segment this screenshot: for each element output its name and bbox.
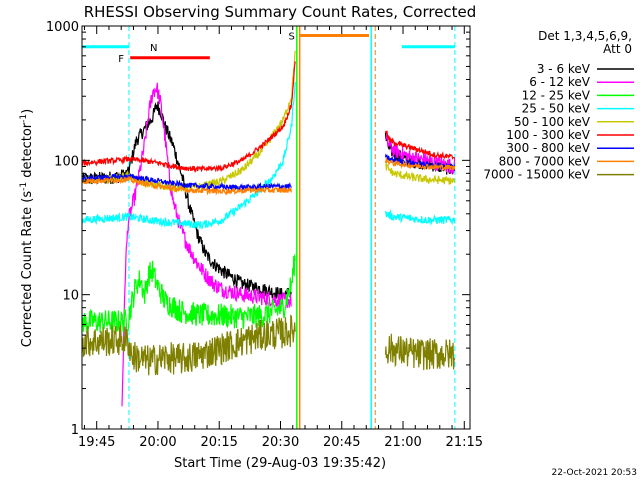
series-line-8 [82, 314, 296, 376]
y-tick-label: 100 [54, 154, 79, 169]
series-lines [82, 50, 456, 407]
x-tick-label: 21:00 [384, 435, 421, 450]
series-line-4 [385, 162, 456, 185]
attenuator-flags: N F S [82, 31, 455, 65]
flag-label-n: N [150, 43, 157, 54]
date-stamp: 22-Oct-2021 20:53 [552, 468, 637, 478]
plot-frame [81, 25, 471, 430]
series-line-7 [82, 175, 292, 196]
legend-entry-label: 3 - 6 keV [537, 62, 591, 76]
series-line-5 [384, 130, 456, 160]
legend-entry-label: 7000 - 15000 keV [483, 168, 590, 182]
series-line-3 [384, 209, 456, 226]
legend-entry-label: 25 - 50 keV [522, 102, 591, 116]
x-tick-label: 20:30 [262, 435, 299, 450]
x-tick-label: 20:15 [200, 435, 237, 450]
x-tick-label: 19:45 [78, 435, 115, 450]
x-tick-label: 20:00 [139, 435, 176, 450]
x-tick-label: 20:45 [323, 435, 360, 450]
legend-entry-label: 300 - 800 keV [506, 141, 590, 155]
legend-entry-label: 800 - 7000 keV [499, 154, 591, 168]
chart-title: RHESSI Observing Summary Count Rates, Co… [84, 3, 477, 21]
y-tick-label: 10 [62, 289, 79, 304]
series-line-1 [121, 82, 292, 407]
series-line-7 [384, 158, 456, 171]
x-axis-ticks: 19:45 20:00 20:15 20:30 20:45 21:00 21:15 [78, 26, 483, 450]
x-axis-label: Start Time (29-Aug-03 19:35:42) [174, 456, 386, 471]
series-line-5 [82, 61, 296, 173]
series-line-8 [384, 333, 456, 371]
flag-label-s: S [289, 31, 295, 42]
legend-header-line-1: Det 1,3,4,5,6,9, [538, 29, 632, 43]
state-change-lines [128, 26, 456, 429]
legend-entry-label: 6 - 12 keV [529, 75, 591, 89]
series-line-0 [82, 101, 292, 301]
y-tick-label: 1000 [46, 20, 79, 35]
flag-label-f: F [118, 54, 124, 65]
legend-header-line-2: Att 0 [603, 42, 632, 56]
x-tick-label: 21:15 [446, 435, 483, 450]
y-axis-ticks: 1 10 100 1000 [46, 20, 470, 438]
y-tick-label: 1 [71, 423, 79, 438]
legend-entry-label: 50 - 100 keV [514, 115, 591, 129]
legend-entry-label: 100 - 300 keV [506, 128, 590, 142]
y-axis-label: Corrected Count Rate (s-1 detector-1) [19, 109, 35, 347]
legend-entry-label: 12 - 25 keV [522, 88, 591, 102]
series-line-2 [82, 254, 296, 333]
